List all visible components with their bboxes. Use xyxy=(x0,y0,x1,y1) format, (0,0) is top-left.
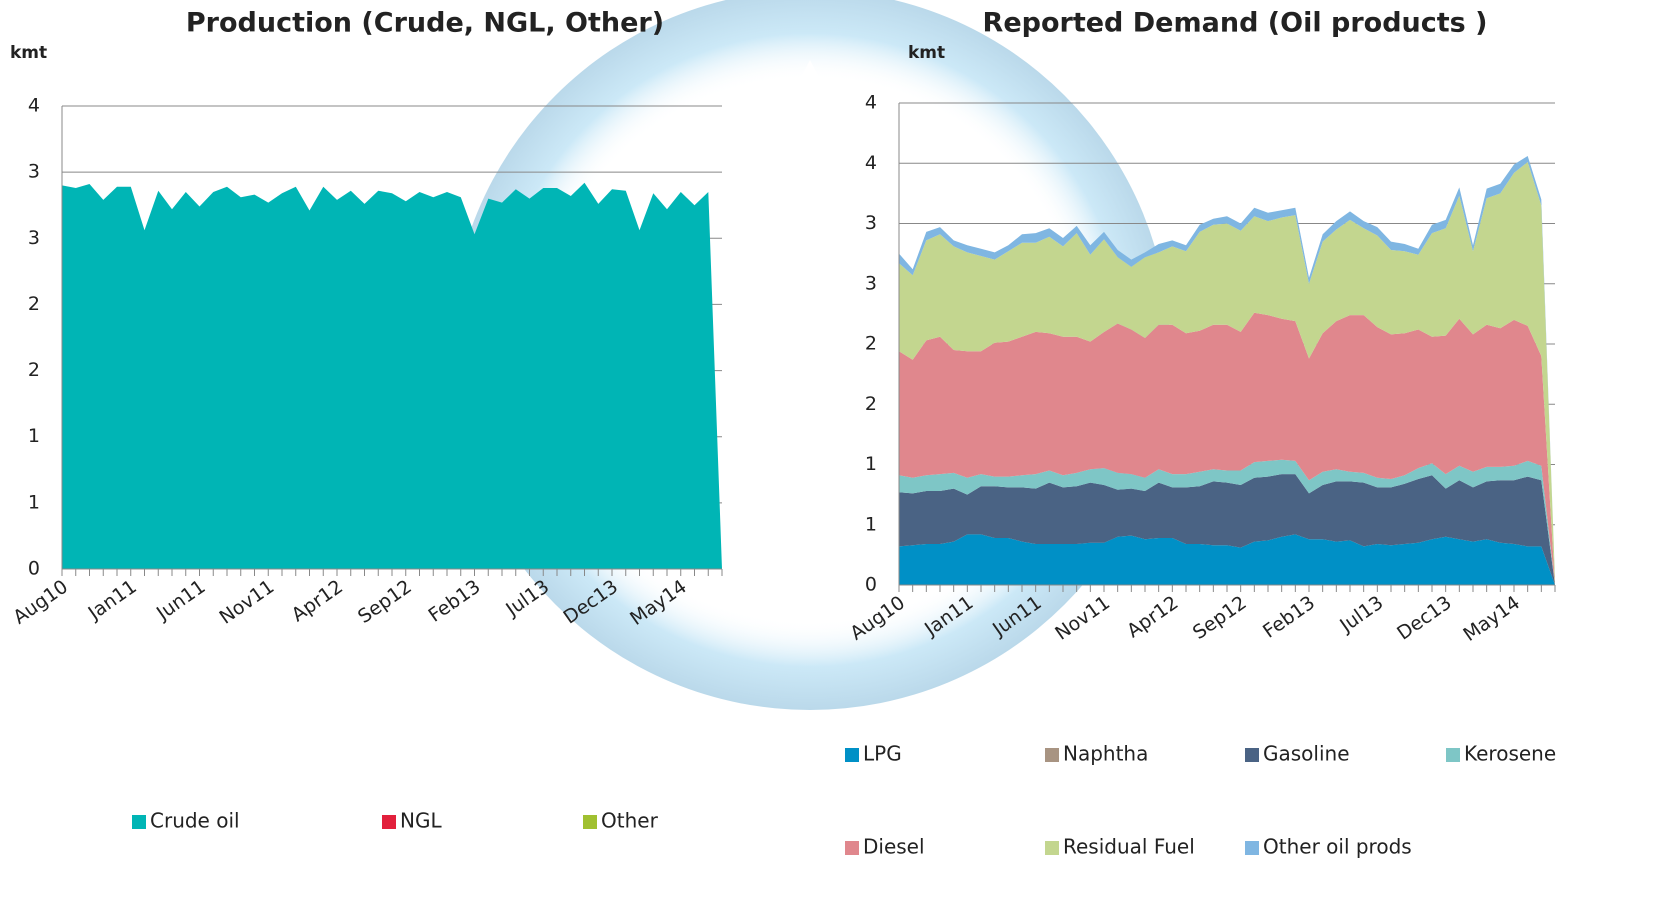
legend-label: LPG xyxy=(863,742,902,766)
legend-label: Other xyxy=(601,809,659,833)
x-tick-label: Apr12 xyxy=(1123,592,1182,643)
legend-label: Other oil prods xyxy=(1263,835,1412,859)
legend-swatch xyxy=(1446,748,1460,762)
y-tick-label: 3 xyxy=(28,161,40,183)
y-tick-label: 4 xyxy=(28,95,40,117)
x-tick-label: Nov11 xyxy=(215,576,278,629)
chart-title: Production (Crude, NGL, Other) xyxy=(186,8,664,39)
y-tick-label: 1 xyxy=(28,491,40,513)
legend-swatch xyxy=(1045,748,1059,762)
y-tick-label: 3 xyxy=(865,212,877,234)
x-tick-label: Jul13 xyxy=(1335,592,1387,638)
legend-swatch xyxy=(382,815,396,829)
x-tick-label: Aug10 xyxy=(9,576,72,629)
legend-swatch xyxy=(1045,841,1059,855)
y-axis-label: kmt xyxy=(908,43,945,63)
x-tick-label: Dec13 xyxy=(1393,592,1456,645)
y-tick-label: 3 xyxy=(865,272,877,294)
y-tick-label: 4 xyxy=(865,152,877,174)
y-tick-label: 2 xyxy=(28,359,40,381)
legend-label: Residual Fuel xyxy=(1063,835,1195,859)
y-tick-label: 1 xyxy=(865,513,877,535)
y-tick-label: 2 xyxy=(865,393,877,415)
y-tick-label: 1 xyxy=(28,425,40,447)
y-axis-label: kmt xyxy=(10,43,47,63)
x-tick-label: Jun11 xyxy=(152,576,210,625)
y-tick-label: 4 xyxy=(865,92,877,114)
legend-label: NGL xyxy=(400,809,442,833)
y-tick-label: 0 xyxy=(865,574,877,596)
area xyxy=(62,183,722,569)
y-tick-label: 1 xyxy=(865,453,877,475)
chart-title: Reported Demand (Oil products ) xyxy=(983,8,1488,39)
x-tick-label: Jan11 xyxy=(84,576,141,625)
legend-label: Crude oil xyxy=(150,809,240,833)
page: Production (Crude, NGL, Other) Reported … xyxy=(0,0,1653,909)
x-tick-label: Apr12 xyxy=(288,576,347,627)
y-tick-label: 0 xyxy=(28,558,40,580)
legend-swatch xyxy=(1245,841,1259,855)
legend-label: Diesel xyxy=(863,835,925,859)
legend-swatch xyxy=(845,748,859,762)
y-tick-label: 2 xyxy=(865,333,877,355)
x-tick-label: May14 xyxy=(1459,592,1524,646)
x-tick-label: Sep12 xyxy=(1189,592,1251,644)
y-tick-label: 3 xyxy=(28,227,40,249)
legend-swatch xyxy=(845,841,859,855)
legend-label: Kerosene xyxy=(1464,742,1556,766)
y-tick-label: 2 xyxy=(28,293,40,315)
legend-swatch xyxy=(1245,748,1259,762)
x-tick-label: Sep12 xyxy=(354,576,416,628)
legend-label: Naphtha xyxy=(1063,742,1148,766)
legend-swatch xyxy=(583,815,597,829)
x-tick-label: Feb13 xyxy=(1259,592,1319,643)
x-tick-label: Feb13 xyxy=(425,576,485,627)
legend-swatch xyxy=(132,815,146,829)
legend-label: Gasoline xyxy=(1263,742,1350,766)
